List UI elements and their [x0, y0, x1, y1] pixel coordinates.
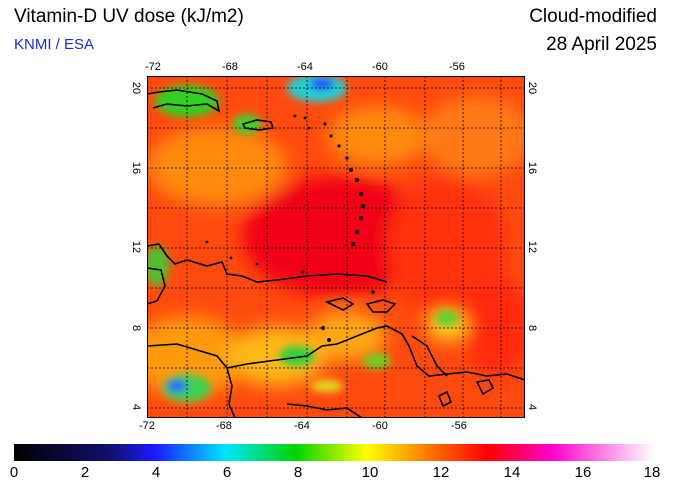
- left-lat-tick: 8: [130, 324, 143, 332]
- bottom-lon-tick: -56: [451, 420, 467, 432]
- uv-dose-map: [147, 76, 525, 418]
- source-label: KNMI / ESA: [14, 36, 95, 53]
- islands: [205, 114, 375, 342]
- colorbar-tick: 6: [222, 464, 232, 481]
- top-lon-tick: -60: [372, 61, 388, 73]
- colorbar-tick: 12: [432, 464, 450, 481]
- top-lon-tick: -68: [222, 61, 238, 73]
- colorbar-tick: 10: [361, 464, 379, 481]
- colorbar-tick: 14: [503, 464, 521, 481]
- graticule: [147, 76, 525, 418]
- top-lon-tick: -72: [145, 61, 161, 73]
- right-lat-tick: 12: [526, 240, 539, 254]
- colorbar-tick: 8: [293, 464, 303, 481]
- mode-label: Cloud-modified: [529, 6, 657, 27]
- bottom-lon-tick: -60: [372, 420, 388, 432]
- bottom-lon-tick: -68: [216, 420, 232, 432]
- right-lat-tick: 8: [526, 324, 539, 332]
- right-lat-tick: 16: [526, 161, 539, 175]
- left-lat-tick: 16: [130, 161, 143, 175]
- left-lat-tick: 20: [130, 81, 143, 95]
- right-lat-tick: 4: [526, 403, 539, 411]
- map-frame: [147, 76, 525, 418]
- colorbar-tick: 0: [9, 464, 19, 481]
- colorbar-tick: 18: [643, 464, 661, 481]
- bottom-lon-tick: -72: [139, 420, 155, 432]
- colorbar: [14, 444, 654, 461]
- colorbar-tick: 4: [151, 464, 161, 481]
- right-lat-tick: 20: [526, 81, 539, 95]
- bottom-lon-tick: -64: [294, 420, 310, 432]
- left-lat-tick: 4: [130, 403, 143, 411]
- map-title: Vitamin-D UV dose (kJ/m2): [14, 6, 244, 27]
- top-lon-tick: -64: [297, 61, 313, 73]
- uv-field: [147, 96, 525, 396]
- top-lon-tick: -56: [449, 61, 465, 73]
- left-lat-tick: 12: [130, 240, 143, 254]
- coastlines: [147, 89, 525, 418]
- colorbar-tick: 16: [574, 464, 592, 481]
- colorbar-tick: 2: [80, 464, 90, 481]
- date-label: 28 April 2025: [546, 34, 657, 55]
